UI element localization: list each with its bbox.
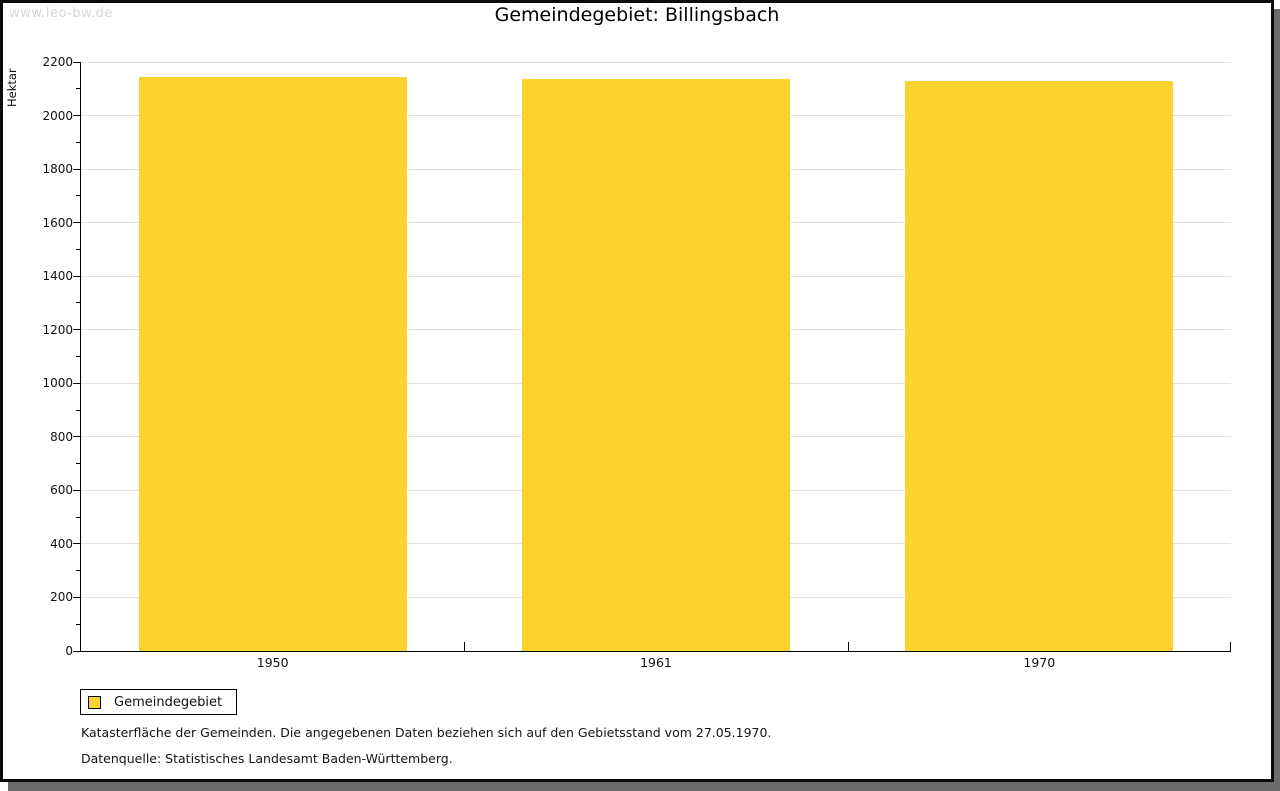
y-axis-tick-label: 600: [50, 483, 73, 498]
footnote-datenquelle: Datenquelle: Statistisches Landesamt Bad…: [81, 751, 453, 766]
y-axis-tick-major: [73, 489, 81, 491]
y-axis-tick-label: 1400: [42, 269, 73, 284]
y-axis-tick-major: [73, 168, 81, 170]
y-axis-tick-label: 800: [50, 429, 73, 444]
x-axis-tick: [847, 642, 849, 651]
y-axis-tick-minor: [76, 570, 81, 572]
y-axis-tick-major: [73, 596, 81, 598]
y-axis-tick-minor: [76, 302, 81, 304]
plot-area: 0 200 400 600 800 1000 1200 1400 1600 1800 2000 220…: [42, 56, 1231, 670]
legend-label: Gemeindegebiet: [114, 694, 223, 710]
footnote-gebietsstand: Katasterfläche der Gemeinden. Die angege…: [81, 725, 772, 740]
chart-title: Gemeindegebiet: Billingsbach: [494, 4, 780, 26]
y-axis-tick-label: 1800: [42, 162, 73, 177]
x-axis-tick-label: 1961: [640, 655, 672, 670]
y-axis-tick-minor: [76, 409, 81, 411]
y-axis-tick-label: 1200: [42, 322, 73, 337]
y-axis-tick-minor: [76, 623, 81, 625]
y-axis-tick-major: [73, 222, 81, 224]
bar-1961: [521, 78, 791, 651]
y-axis-tick-minor: [76, 88, 81, 90]
y-axis-tick-label: 2200: [42, 55, 73, 69]
x-axis-tick-label: 1970: [1023, 655, 1056, 670]
y-axis-tick-minor: [76, 356, 81, 357]
y-axis-tick-minor: [76, 248, 81, 250]
y-axis-tick-label: 200: [50, 590, 73, 605]
y-axis-tick-major: [73, 115, 81, 117]
watermark: www.leo-bw.de: [9, 6, 113, 21]
y-axis-tick-major: [73, 275, 81, 277]
y-axis-tick-major: [73, 543, 81, 545]
bar-1950: [138, 76, 407, 651]
x-axis-end-tick: [1230, 642, 1231, 651]
legend-swatch: [88, 695, 101, 709]
y-axis-tick-label: 1600: [42, 215, 73, 230]
y-axis-tick-minor: [76, 141, 81, 143]
y-axis-tick-minor: [76, 463, 81, 465]
gridline: [81, 61, 1231, 63]
legend: Gemeindegebiet: [80, 689, 238, 715]
y-axis-tick-label: 1000: [42, 376, 73, 391]
y-axis-tick-major: [73, 650, 81, 652]
y-axis-tick-label: 400: [50, 536, 73, 551]
y-axis-tick-major: [73, 382, 81, 384]
x-axis-tick: [464, 642, 466, 651]
y-axis-tick-label: 2000: [42, 108, 73, 123]
y-axis-tick-label: 0: [65, 644, 73, 658]
y-axis-tick-major: [73, 436, 81, 438]
y-axis-tick-major: [73, 61, 81, 63]
y-axis-tick-minor: [76, 195, 81, 197]
y-axis-tick-minor: [76, 516, 81, 518]
bar-1970: [905, 80, 1174, 651]
x-axis-tick-label: 1950: [256, 655, 289, 670]
y-axis-tick-major: [73, 329, 81, 331]
